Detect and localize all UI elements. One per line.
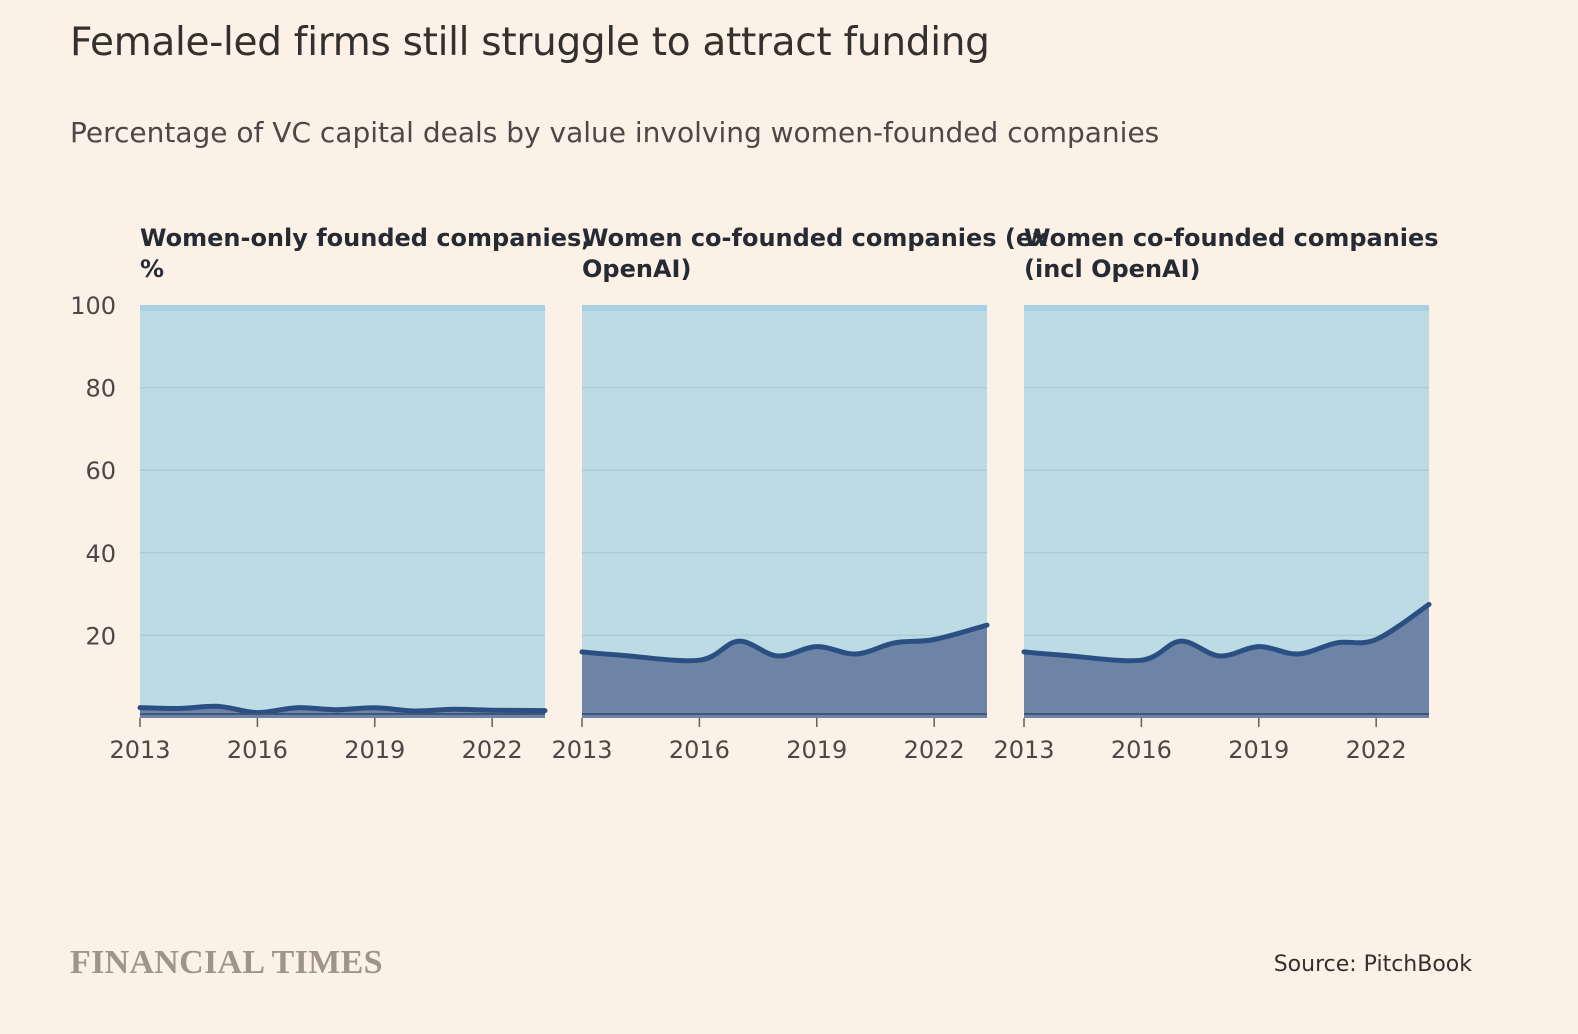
series-line [579,622,990,664]
y-tick-label: 80 [85,375,116,403]
panel-3: Women co-founded companies (incl OpenAI) 2… [993,224,1438,764]
x-tick-label: 2019 [344,736,405,764]
chart-subtitle: Percentage of VC capital deals by value … [70,116,1160,149]
panel-title-line: Women-only founded companies, [140,224,590,252]
panel-title-line: Women co-founded companies [1024,224,1439,252]
financial-times-logo: FINANCIAL TIMES [70,944,383,981]
panel-title-line: OpenAI) [582,255,691,283]
panel-top-band [1024,305,1429,311]
panel-2: Women co-founded companies (ex OpenAI) 201… [551,224,1048,764]
chart-title: Female-led firms still struggle to attra… [70,20,990,65]
y-tick-label: 100 [70,292,116,320]
y-tick-label: 40 [85,540,116,568]
x-tick-label: 2016 [1111,736,1172,764]
area-fill [1024,604,1429,718]
x-tick-label: 2016 [669,736,730,764]
panel-1: Women-only founded companies,% 2013 2016 20… [70,224,590,764]
x-tick-label: 2019 [1228,736,1289,764]
area-fill [140,706,545,718]
source-note: Source: PitchBook [1273,952,1472,977]
y-tick-label: 60 [85,457,116,485]
x-tick-label: 2022 [1346,736,1407,764]
x-tick-label: 2022 [904,736,965,764]
series-line [1021,601,1432,664]
panel-title-line: Women co-founded companies (ex [582,224,1048,252]
panel-background [140,305,545,718]
panel-top-band [582,305,987,311]
area-fill [582,625,987,718]
panel-title-line: (incl OpenAI) [1024,255,1201,283]
panel-top-band [140,305,545,311]
panel-title-line: % [140,255,164,283]
x-tick-label: 2013 [109,736,170,764]
x-tick-label: 2013 [993,736,1054,764]
y-tick-label: 20 [85,622,116,650]
x-tick-label: 2013 [551,736,612,764]
x-tick-label: 2016 [227,736,288,764]
x-tick-label: 2019 [786,736,847,764]
x-tick-label: 2022 [462,736,523,764]
